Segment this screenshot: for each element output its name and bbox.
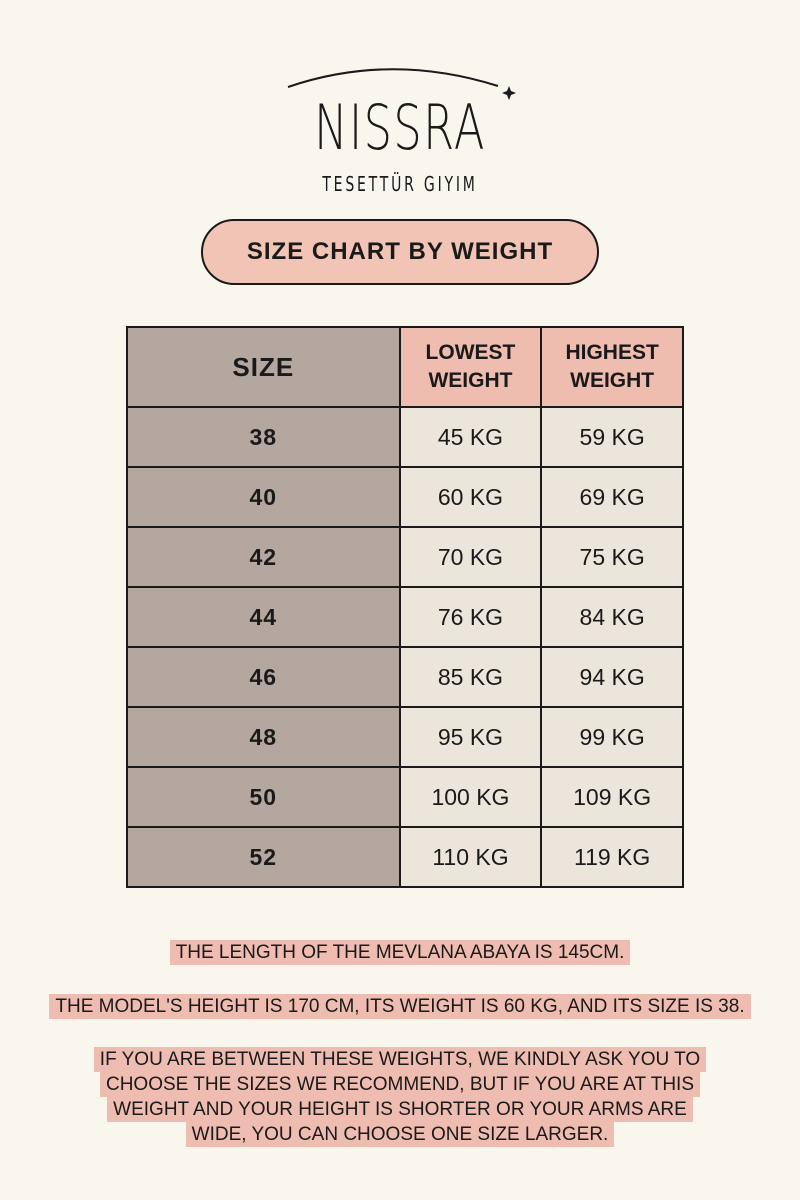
note-advice-text: IF YOU ARE BETWEEN THESE WEIGHTS, WE KIN… xyxy=(93,1047,707,1147)
chart-title: SIZE CHART BY WEIGHT xyxy=(201,219,599,285)
cell-size: 42 xyxy=(126,526,401,588)
brand-name: NISSRA xyxy=(314,91,486,164)
cell-highest-weight: 109 KG xyxy=(540,766,684,828)
note-length: THE LENGTH OF THE MEVLANA ABAYA IS 145CM… xyxy=(0,940,800,965)
table-row: 46 85 KG 94 KG xyxy=(126,646,684,708)
note-advice: IF YOU ARE BETWEEN THESE WEIGHTS, WE KIN… xyxy=(90,1047,710,1147)
cell-highest-weight: 99 KG xyxy=(540,706,684,768)
cell-lowest-weight: 70 KG xyxy=(398,526,543,588)
cell-lowest-weight: 100 KG xyxy=(398,766,543,828)
cell-size: 44 xyxy=(126,586,401,648)
cell-size: 40 xyxy=(126,466,401,528)
note-model-text: THE MODEL'S HEIGHT IS 170 CM, ITS WEIGHT… xyxy=(49,994,751,1019)
table-row: 52 110 KG 119 KG xyxy=(126,826,684,888)
cell-size: 46 xyxy=(126,646,401,708)
table-row: 44 76 KG 84 KG xyxy=(126,586,684,648)
table-row: 50 100 KG 109 KG xyxy=(126,766,684,828)
cell-size: 52 xyxy=(126,826,401,888)
size-table: SIZE LOWEST WEIGHT HIGHEST WEIGHT 38 45 K… xyxy=(126,326,684,888)
brand-tagline: TESETTÜR GIYIM xyxy=(322,172,478,196)
cell-size: 50 xyxy=(126,766,401,828)
cell-size: 48 xyxy=(126,706,401,768)
cell-lowest-weight: 110 KG xyxy=(398,826,543,888)
header-size: SIZE xyxy=(126,326,401,408)
table-row: 40 60 KG 69 KG xyxy=(126,466,684,528)
header-highest-weight: HIGHEST WEIGHT xyxy=(540,326,684,408)
cell-size: 38 xyxy=(126,406,401,468)
table-row: 48 95 KG 99 KG xyxy=(126,706,684,768)
cell-highest-weight: 94 KG xyxy=(540,646,684,708)
cell-lowest-weight: 45 KG xyxy=(398,406,543,468)
table-row: 42 70 KG 75 KG xyxy=(126,526,684,588)
cell-highest-weight: 119 KG xyxy=(540,826,684,888)
cell-highest-weight: 59 KG xyxy=(540,406,684,468)
brand-logo: NISSRA TESETTÜR GIYIM xyxy=(280,60,520,200)
cell-highest-weight: 84 KG xyxy=(540,586,684,648)
header-lowest-weight: LOWEST WEIGHT xyxy=(398,326,543,408)
note-length-text: THE LENGTH OF THE MEVLANA ABAYA IS 145CM… xyxy=(169,940,631,965)
cell-highest-weight: 69 KG xyxy=(540,466,684,528)
cell-lowest-weight: 76 KG xyxy=(398,586,543,648)
cell-highest-weight: 75 KG xyxy=(540,526,684,588)
logo-arc-star-icon xyxy=(287,68,516,100)
cell-lowest-weight: 60 KG xyxy=(398,466,543,528)
table-row: 38 45 KG 59 KG xyxy=(126,406,684,468)
cell-lowest-weight: 95 KG xyxy=(398,706,543,768)
note-model: THE MODEL'S HEIGHT IS 170 CM, ITS WEIGHT… xyxy=(0,994,800,1019)
table-header-row: SIZE LOWEST WEIGHT HIGHEST WEIGHT xyxy=(126,326,684,408)
cell-lowest-weight: 85 KG xyxy=(398,646,543,708)
